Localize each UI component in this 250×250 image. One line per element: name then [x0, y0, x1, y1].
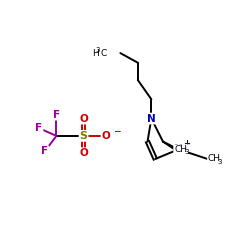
Text: C: C [100, 48, 107, 58]
Text: F: F [41, 146, 48, 156]
Text: 3: 3 [95, 47, 100, 53]
Text: S: S [80, 131, 88, 141]
Text: 3: 3 [217, 159, 222, 165]
Text: F: F [36, 123, 43, 133]
Text: O: O [79, 114, 88, 124]
Text: +: + [183, 139, 190, 148]
Text: N: N [174, 144, 183, 154]
Text: CH: CH [174, 145, 188, 154]
Text: CH: CH [208, 154, 220, 164]
Text: H: H [92, 48, 99, 58]
Text: O: O [102, 131, 110, 141]
Text: 3: 3 [184, 149, 189, 155]
Text: N: N [147, 114, 156, 124]
Text: −: − [113, 126, 121, 136]
Text: F: F [53, 110, 60, 120]
Text: O: O [79, 148, 88, 158]
